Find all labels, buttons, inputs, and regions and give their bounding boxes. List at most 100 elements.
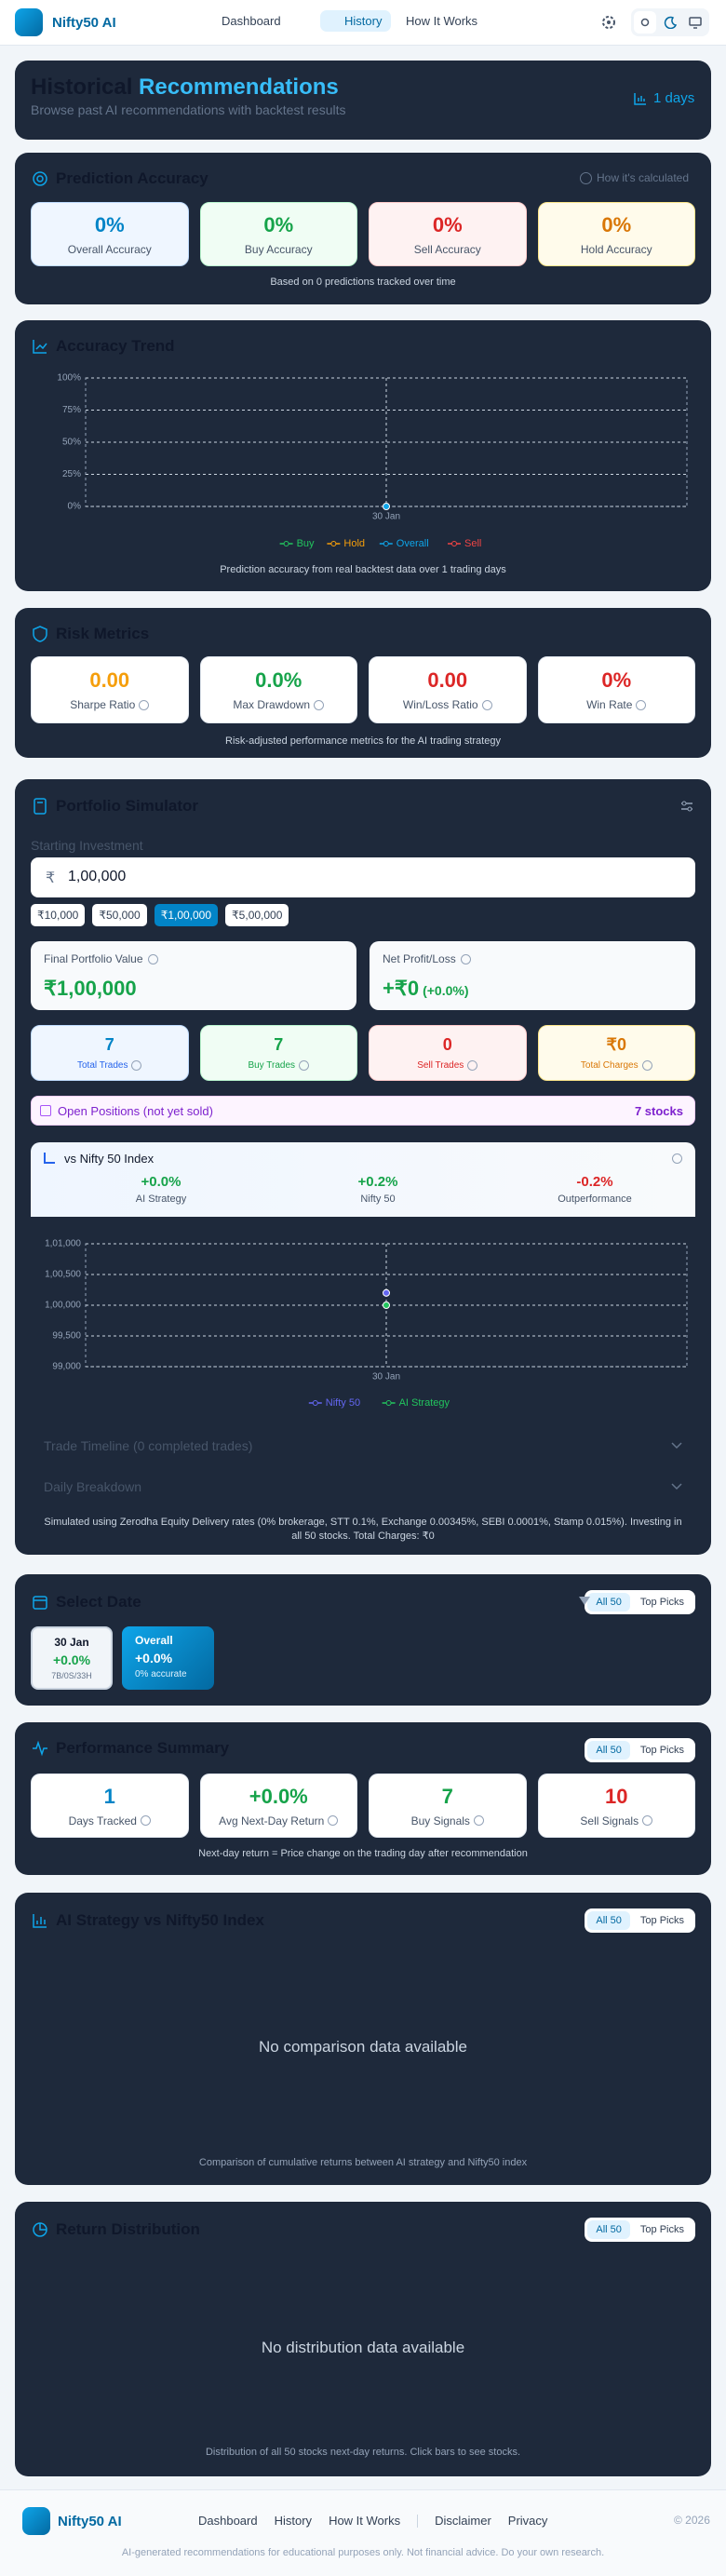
legend-item[interactable]: Sell xyxy=(448,538,481,549)
info-icon[interactable] xyxy=(460,953,471,964)
footer-legal-link[interactable]: Disclaimer xyxy=(435,2514,491,2528)
nav-link[interactable]: Dashboard xyxy=(222,14,281,28)
info-icon[interactable] xyxy=(642,1815,653,1826)
footnote: Simulated using Zerodha Equity Delivery … xyxy=(44,1517,682,1542)
tile-label: Avg Next-Day Return xyxy=(219,1814,339,1827)
tile-label: Hold Accuracy xyxy=(581,243,652,256)
info-icon[interactable] xyxy=(467,1060,478,1071)
empty-state: No distribution data available xyxy=(261,2339,465,2356)
info-icon[interactable] xyxy=(481,699,492,710)
footer-logo[interactable] xyxy=(22,2507,50,2535)
legend-label: Sell xyxy=(464,538,481,549)
info-icon[interactable] xyxy=(636,699,647,710)
tile: +0.0% Avg Next-Day Return xyxy=(199,1774,357,1838)
footer-disclaimer: AI-generated recommendations for educati… xyxy=(121,2547,605,2558)
daily-breakdown-toggle[interactable]: Daily Breakdown xyxy=(31,1476,695,1498)
legend-item[interactable]: Buy xyxy=(279,538,315,549)
legend-item[interactable]: Hold xyxy=(327,538,365,549)
tile-label-text: Total Charges xyxy=(580,1060,639,1071)
tile-value: 0.00 xyxy=(427,668,468,692)
tile-label-text: Buy Accuracy xyxy=(244,242,313,256)
investment-input[interactable]: ₹1,00,000 xyxy=(31,857,695,897)
pie-icon xyxy=(33,2222,47,2237)
overall-accuracy: 0% accurate xyxy=(135,1669,187,1679)
tile-label: Sell Trades xyxy=(417,1060,478,1071)
filter-button[interactable]: Top Picks xyxy=(639,1745,684,1756)
theme-toggle[interactable] xyxy=(631,8,709,36)
y-tick-label: 1,01,000 xyxy=(45,1239,81,1249)
overall-card[interactable]: Overall +0.0% 0% accurate xyxy=(122,1626,214,1690)
legend-dot xyxy=(283,541,289,546)
legend-item[interactable]: Nifty 50 xyxy=(308,1397,360,1409)
bar-icon xyxy=(33,1914,47,1928)
tile: 7 Total Trades xyxy=(31,1025,189,1081)
info-icon[interactable] xyxy=(672,1153,682,1164)
comparison-label: Outperformance xyxy=(558,1194,632,1205)
tile-label: Days Tracked xyxy=(69,1814,151,1827)
info-icon[interactable] xyxy=(473,1815,484,1826)
tile-row: 1 Days Tracked +0.0% Avg Next-Day Return 7 Bu… xyxy=(31,1774,695,1838)
footer-legal-link[interactable]: Privacy xyxy=(507,2514,548,2528)
filter-button[interactable]: All 50 xyxy=(587,1593,630,1612)
tile: 0.00 Sharpe Ratio xyxy=(31,656,189,723)
filter-button[interactable]: All 50 xyxy=(587,1741,630,1760)
brand[interactable]: Nifty50 AI xyxy=(52,15,116,31)
performance-card: Performance Summary All 50 Top Picks 1 Days… xyxy=(15,1722,711,1875)
tile-label: Sell Accuracy xyxy=(414,243,481,256)
tile-label: Sharpe Ratio xyxy=(70,698,150,711)
info-icon[interactable] xyxy=(147,953,158,964)
trade-timeline-toggle[interactable]: Trade Timeline (0 completed trades) xyxy=(31,1435,695,1457)
tile-value: 7 xyxy=(441,1784,453,1808)
filter-button[interactable]: Top Picks xyxy=(639,2224,684,2235)
nav-link[interactable]: How It Works xyxy=(406,14,478,28)
tile: 0.00 Win/Loss Ratio xyxy=(369,656,527,723)
date-card[interactable]: 30 Jan +0.0% 7B/0S/33H xyxy=(31,1626,113,1690)
info-icon[interactable] xyxy=(328,1815,339,1826)
settings-icon[interactable] xyxy=(600,14,617,31)
open-positions[interactable]: Open Positions (not yet sold) 7 stocks xyxy=(31,1096,695,1126)
info-icon[interactable] xyxy=(131,1060,142,1071)
footer-brand[interactable]: Nifty50 AI xyxy=(58,2514,122,2529)
monitor-icon[interactable] xyxy=(689,16,702,29)
preset-button[interactable]: ₹50,000 xyxy=(92,904,147,926)
nav-link[interactable]: History xyxy=(320,10,392,32)
title-accent: Recommendations xyxy=(139,74,339,100)
moon-icon[interactable] xyxy=(664,16,677,29)
row-label: Daily Breakdown xyxy=(44,1479,142,1494)
footer-link[interactable]: How It Works xyxy=(329,2514,401,2528)
footer-link[interactable]: Dashboard xyxy=(198,2514,258,2528)
date-signals: 7B/0S/33H xyxy=(51,1671,92,1680)
tile-label: Buy Signals xyxy=(411,1814,484,1827)
info-icon[interactable] xyxy=(139,699,150,710)
card-title: Return Distribution xyxy=(56,2220,200,2238)
legend-item[interactable]: Overall xyxy=(379,538,429,549)
preset-button[interactable]: ₹5,00,000 xyxy=(225,904,289,926)
filter-button[interactable]: Top Picks xyxy=(639,1597,684,1608)
logo[interactable] xyxy=(15,8,43,36)
tile-label-text: Avg Next-Day Return xyxy=(219,1814,325,1827)
legend-label: Overall xyxy=(397,538,429,549)
profit-percent: (+0.0%) xyxy=(423,983,469,998)
filter-button[interactable]: All 50 xyxy=(587,1911,630,1930)
info-icon[interactable] xyxy=(641,1060,652,1071)
tile-label-text: Hold Accuracy xyxy=(580,242,652,256)
footer: Nifty50 AI Dashboard History How It Works D… xyxy=(0,2489,726,2576)
comparison-value: +0.2% xyxy=(357,1174,398,1190)
filter-button[interactable]: All 50 xyxy=(587,2220,630,2239)
preset-button[interactable]: ₹1,00,000 xyxy=(154,904,219,926)
filter-button[interactable]: Top Picks xyxy=(639,1915,684,1926)
legend-item[interactable]: AI Strategy xyxy=(382,1397,450,1409)
info-icon[interactable] xyxy=(299,1060,310,1071)
calculator-icon xyxy=(34,798,47,815)
info-icon[interactable] xyxy=(140,1815,151,1826)
info-icon[interactable] xyxy=(314,699,325,710)
card-title: Prediction Accuracy xyxy=(56,169,208,187)
preset-button[interactable]: ₹10,000 xyxy=(31,904,86,926)
help-link[interactable]: How it's calculated xyxy=(580,171,689,184)
settings-sliders[interactable] xyxy=(679,799,694,814)
light-mode[interactable] xyxy=(634,11,656,34)
footer-link[interactable]: History xyxy=(274,2514,313,2528)
shield-icon xyxy=(33,626,47,642)
data-point xyxy=(383,1301,390,1309)
overall-return: +0.0% xyxy=(135,1651,173,1666)
